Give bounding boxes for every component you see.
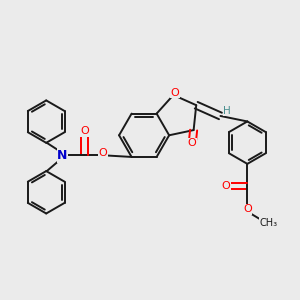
Text: O: O (188, 138, 196, 148)
Text: N: N (57, 149, 68, 162)
Text: H: H (223, 106, 231, 116)
Text: CH₃: CH₃ (260, 218, 278, 228)
Text: O: O (170, 88, 179, 98)
Text: O: O (80, 126, 89, 136)
Text: O: O (99, 148, 107, 158)
Text: O: O (243, 205, 252, 214)
Text: O: O (221, 181, 230, 191)
